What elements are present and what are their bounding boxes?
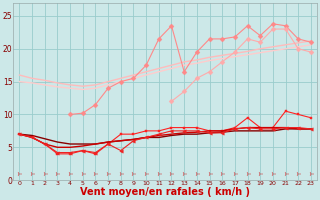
X-axis label: Vent moyen/en rafales ( km/h ): Vent moyen/en rafales ( km/h ) (80, 187, 250, 197)
